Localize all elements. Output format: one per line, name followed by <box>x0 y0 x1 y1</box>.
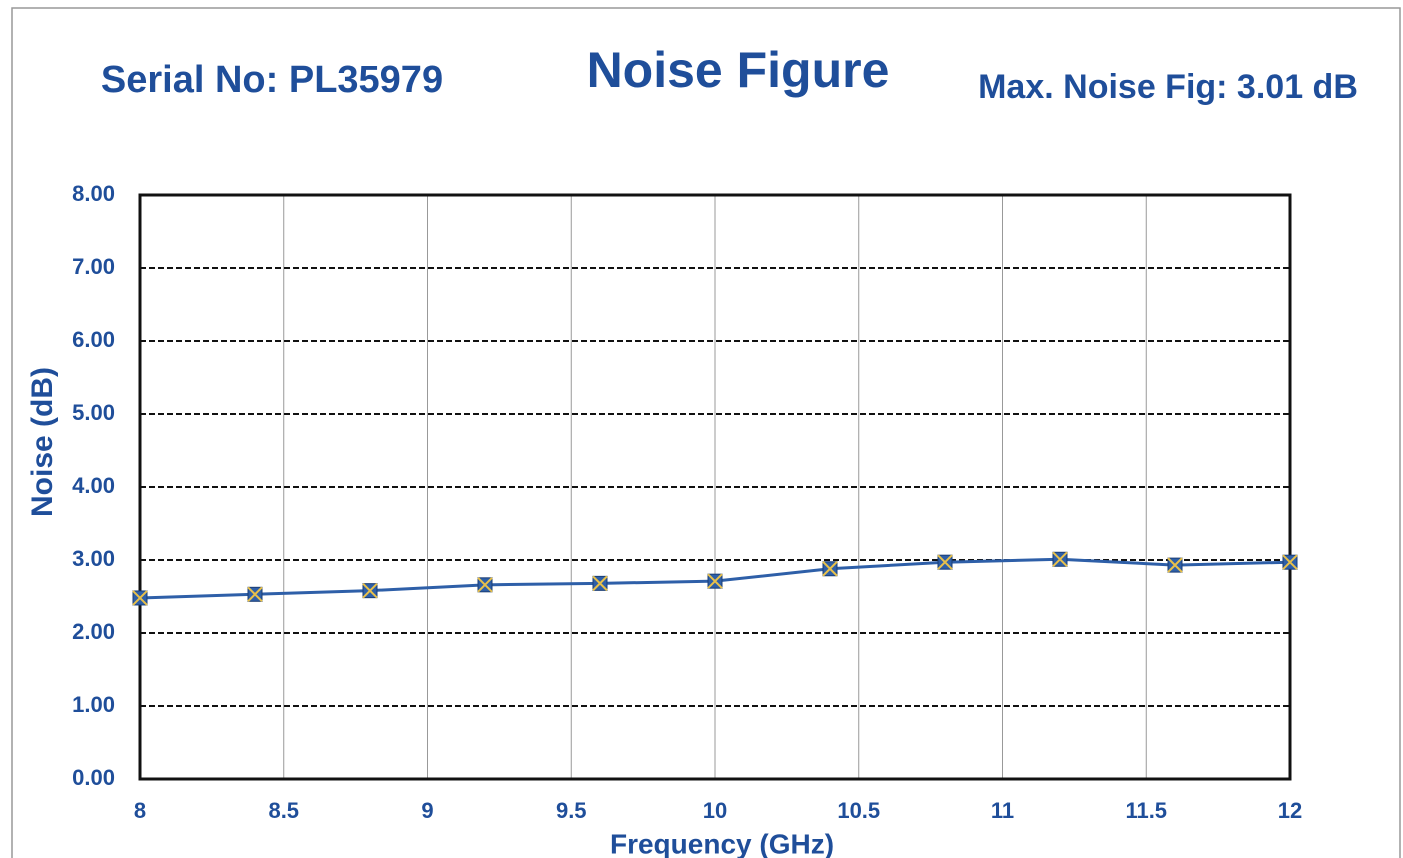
data-point <box>132 590 148 606</box>
marker-cross <box>247 586 263 603</box>
x-tick-label: 11 <box>991 798 1014 823</box>
marker-cross <box>592 575 608 592</box>
marker-cross <box>1282 554 1298 570</box>
marker-cross <box>937 554 953 570</box>
y-tick-label: 4.00 <box>72 473 115 498</box>
x-tick-label: 11.5 <box>1125 798 1167 823</box>
data-point <box>362 582 378 599</box>
data-point <box>477 577 493 593</box>
marker-cross <box>132 590 148 606</box>
y-tick-label: 0.00 <box>72 765 115 790</box>
chart-border <box>11 7 1401 858</box>
data-point <box>1167 557 1183 573</box>
marker-cross <box>707 573 723 589</box>
x-tick-label: 8.5 <box>268 798 299 823</box>
y-tick-label: 3.00 <box>72 546 115 571</box>
data-point <box>592 575 608 592</box>
y-tick-label: 1.00 <box>72 692 115 717</box>
marker-cross <box>1052 551 1068 567</box>
data-point <box>822 561 838 577</box>
y-tick-label: 7.00 <box>72 254 115 279</box>
marker-cross <box>477 577 493 593</box>
y-tick-label: 2.00 <box>72 619 115 644</box>
data-point <box>247 586 263 603</box>
y-tick-label: 8.00 <box>72 181 115 206</box>
data-point <box>707 573 723 589</box>
data-point <box>1282 554 1298 570</box>
x-tick-label: 10 <box>703 798 727 823</box>
marker-cross <box>1167 557 1183 573</box>
y-axis-label: Noise (dB) <box>26 367 59 517</box>
marker-cross <box>362 582 378 599</box>
y-tick-label: 6.00 <box>72 327 115 352</box>
serial-number: Serial No: PL35979 <box>101 59 443 101</box>
chart-title: Noise Figure <box>587 42 890 98</box>
data-point <box>937 554 953 570</box>
x-tick-label: 10.5 <box>837 798 880 823</box>
plot-frame <box>138 193 1292 781</box>
x-tick-label: 9.5 <box>556 798 587 823</box>
marker-cross <box>822 561 838 577</box>
data-point <box>1052 551 1068 567</box>
x-tick-label: 8 <box>134 798 146 823</box>
x-tick-label: 9 <box>421 798 433 823</box>
max-noise: Max. Noise Fig: 3.01 dB <box>978 68 1358 106</box>
x-axis-label: Frequency (GHz) <box>610 828 834 858</box>
x-tick-label: 12 <box>1278 798 1302 823</box>
y-tick-label: 5.00 <box>72 400 115 425</box>
